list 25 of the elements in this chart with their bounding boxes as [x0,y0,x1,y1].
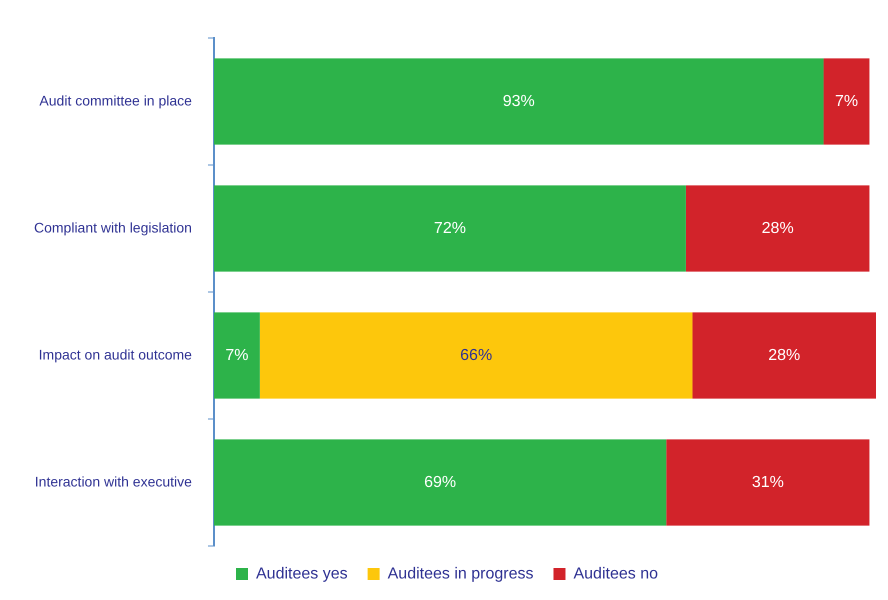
data-label: 28% [768,346,800,364]
bar [824,58,870,145]
bar [666,439,870,526]
bar [214,439,666,526]
bar [214,312,260,399]
data-label: 28% [762,220,794,237]
data-label: 72% [434,220,466,237]
bar [214,58,824,145]
y-tick-label: Compliant with legislation [34,219,192,236]
bar [260,312,692,399]
legend-label: Auditees yes [256,565,348,582]
data-label: 69% [424,474,456,491]
bar [214,185,686,272]
data-label: 7% [834,92,858,110]
legend-label: Auditees in progress [388,565,534,582]
y-tick-label: Interaction with executive [34,473,192,490]
data-label: 66% [460,346,492,364]
y-tick-label: Audit committee in place [39,92,192,108]
data-label: 7% [225,346,248,364]
bar [686,185,870,272]
data-label: 31% [752,474,784,491]
y-tick-label: Impact on audit outcome [38,346,192,362]
legend-label: Auditees no [573,565,658,582]
data-label: 93% [502,92,535,110]
bar [692,312,876,399]
